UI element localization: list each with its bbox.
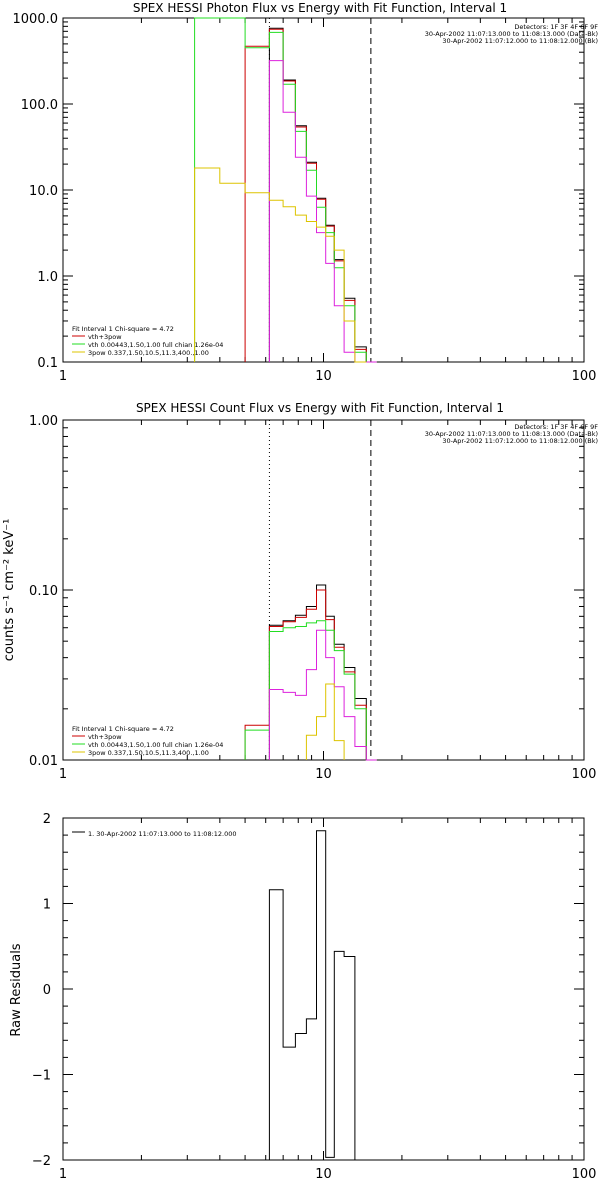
count-y-tick-label: 0.01 [29,754,58,769]
count-x-tick-label: 1 [59,767,67,782]
photon-legend-label-3pow: 3pow 0.337,1.50,10.5,11.3,400.,1.00 [88,349,209,357]
photon-plot-frame [62,17,585,363]
photon-series-magenta [268,60,377,363]
count-x-tick-label: 100 [572,767,597,782]
residuals-x-tick-label: 10 [315,1167,332,1182]
photon-flux-panel: SPEX HESSI Photon Flux vs Energy with Fi… [13,1,599,384]
count-flux-title: SPEX HESSI Count Flux vs Energy with Fit… [136,401,504,415]
residuals-x-tick-label: 1 [59,1167,67,1182]
photon-y-tick-label: 1.0 [37,270,58,285]
count-y-tick-label: 0.10 [29,584,58,599]
photon-series-green [194,17,377,363]
photon-x-tick-label: 100 [572,369,597,384]
photon-detectors-line: Detectors: 1F 3F 4F 6F 9F [514,23,598,31]
count-series-black [268,584,377,761]
count-bk-interval-line: 30-Apr-2002 11:07:12.000 to 11:08:12.000… [442,437,598,445]
residuals-y-tick-label: 2 [43,812,51,827]
photon-y-tick-label: 0.1 [37,356,58,371]
count-series-green [244,620,377,761]
count-legend-label-vth3pow: vth+3pow [88,733,122,741]
residuals-y-tick-label: 0 [43,983,51,998]
count-data-interval-line: 30-Apr-2002 11:07:13.000 to 11:08:13.000… [425,430,598,438]
residuals-panel: Raw Residuals 1. 30-Apr-2002 11:07:13.00… [9,812,596,1182]
photon-data-interval-line: 30-Apr-2002 11:07:13.000 to 11:08:13.000… [425,30,598,38]
residuals-y-axis-label: Raw Residuals [9,943,24,1036]
count-flux-y-axis-label: counts s⁻¹ cm⁻² keV⁻¹ [2,519,17,662]
count-detectors-line: Detectors: 1F 3F 4F 6F 9F [514,423,598,431]
photon-series-red [244,28,377,363]
count-y-tick-label: 1.00 [29,414,58,429]
residuals-series-black [268,830,367,1161]
photon-legend-label-vth3pow: vth+3pow [88,333,122,341]
photon-flux-title: SPEX HESSI Photon Flux vs Energy with Fi… [133,1,507,15]
residuals-y-tick-label: −2 [32,1154,51,1169]
residuals-y-tick-label: 1 [43,898,51,913]
photon-series-black [268,27,377,363]
photon-bk-interval-line: 30-Apr-2002 11:07:12.000 to 11:08:12.000… [442,37,598,45]
count-series-magenta [268,629,377,761]
count-legend-label-vth: vth 0.00443,1.50,1.00 full chian 1.26e-0… [88,741,223,749]
photon-y-tick-label: 10.0 [29,184,58,199]
count-x-tick-label: 10 [315,767,332,782]
residuals-legend-label: 1. 30-Apr-2002 11:07:13.000 to 11:08:12.… [88,830,237,838]
count-series-yellow [305,683,345,760]
photon-x-tick-label: 1 [59,369,67,384]
photon-y-tick-label: 100.0 [21,98,58,113]
count-legend-label-3pow: 3pow 0.337,1.50,10.5,11.3,400.,1.00 [88,749,209,757]
residuals-plot-frame [62,817,585,1161]
photon-x-tick-label: 10 [315,369,332,384]
count-series-red [244,589,377,761]
photon-legend-label-vth: vth 0.00443,1.50,1.00 full chian 1.26e-0… [88,341,223,349]
photon-series-yellow [194,167,367,363]
count-legend-title: Fit Interval 1 Chi-square = 4.72 [72,725,174,733]
photon-legend-title: Fit Interval 1 Chi-square = 4.72 [72,325,174,333]
residuals-y-tick-label: −1 [32,1069,51,1084]
photon-y-tick-label: 1000.0 [13,12,59,27]
count-flux-panel: SPEX HESSI Count Flux vs Energy with Fit… [2,401,598,782]
residuals-x-tick-label: 100 [572,1167,597,1182]
